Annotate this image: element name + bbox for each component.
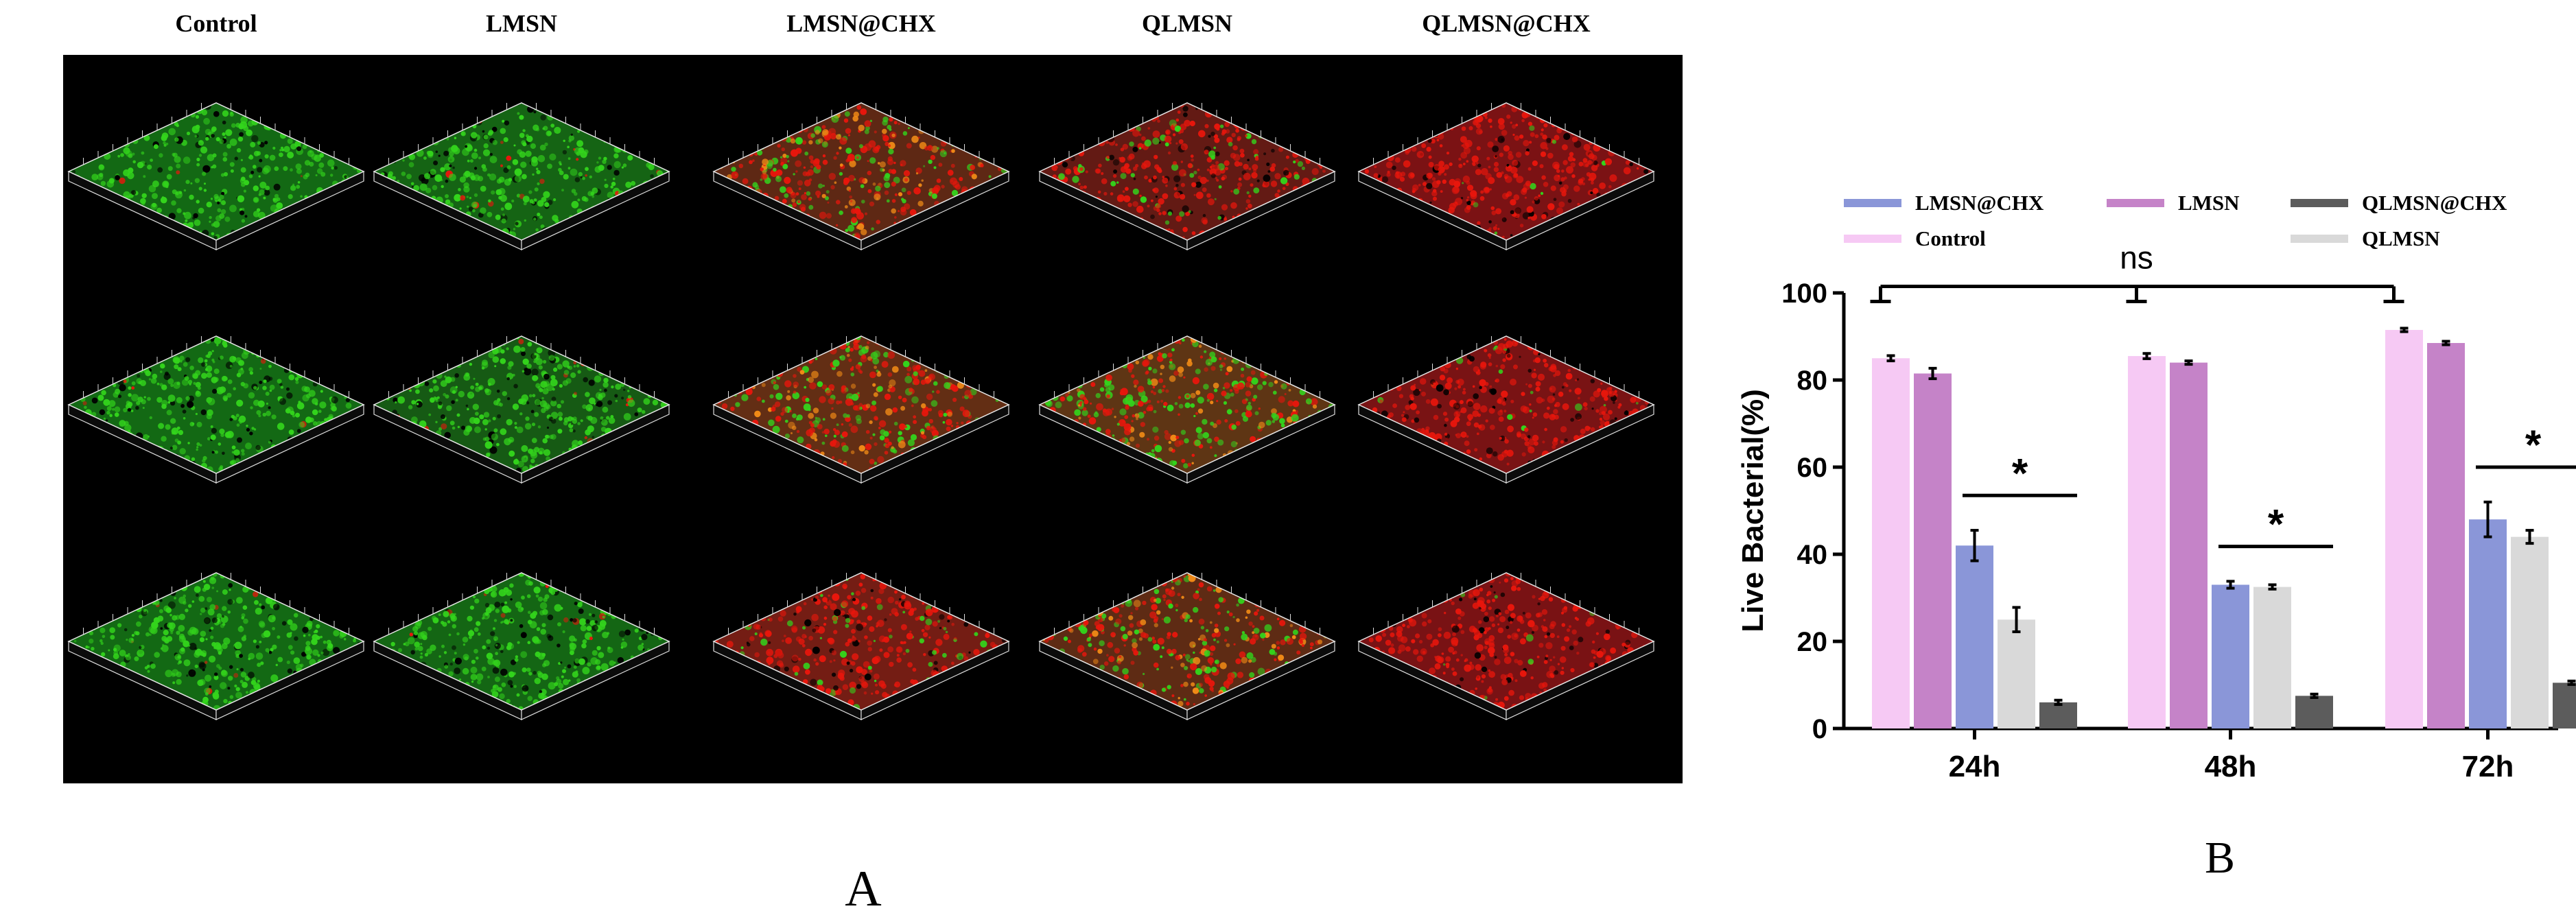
biofilm-tile-48h-lmsn bbox=[373, 335, 670, 484]
column-header-control: Control bbox=[175, 10, 257, 37]
panel-b-label: B bbox=[2205, 833, 2235, 883]
legend-label-lmsn: LMSN bbox=[2178, 191, 2240, 215]
significance-star: * bbox=[2525, 422, 2542, 468]
row-header-48h: 48h bbox=[19, 362, 47, 400]
legend-swatch-control bbox=[1844, 235, 1901, 243]
legend-label-qlmsn: QLMSN bbox=[2362, 226, 2440, 250]
column-header-qlmsn: QLMSN bbox=[1142, 10, 1232, 37]
biofilm-tile-12h-lmsn-chx bbox=[712, 102, 1010, 250]
column-header-lmsn-chx: LMSN@CHX bbox=[786, 10, 936, 37]
row-header-72h: 72h bbox=[19, 598, 47, 637]
legend-swatch-lmsn-chx bbox=[1844, 199, 1901, 207]
bar-qlmsn-chx-48h bbox=[2295, 696, 2333, 728]
x-tick-label-24h: 24h bbox=[1949, 750, 2001, 783]
y-tick-label: 20 bbox=[1797, 627, 1828, 657]
bar-control-72h bbox=[2385, 329, 2423, 729]
legend-swatch-qlmsn bbox=[2291, 235, 2348, 243]
legend-swatch-qlmsn-chx bbox=[2291, 199, 2348, 207]
significance-star: * bbox=[2012, 450, 2028, 496]
bar-lmsn-48h bbox=[2170, 362, 2208, 728]
bar-qlmsn-chx-24h bbox=[2039, 702, 2077, 728]
panel-a-microscopy-grid: Control LMSN LMSN@CHX QLMSN QLMSN@CHX 12h 48h… bbox=[19, 10, 1683, 917]
bar-control-48h bbox=[2128, 356, 2166, 728]
legend-label-lmsn-chx: LMSN@CHX bbox=[1915, 191, 2044, 215]
bar-qlmsn-72h bbox=[2511, 536, 2549, 728]
y-tick-label: 40 bbox=[1797, 540, 1828, 570]
biofilm-tile-72h-lmsn bbox=[373, 572, 670, 720]
column-header-lmsn: LMSN bbox=[486, 10, 557, 37]
panel-a-label: A bbox=[845, 861, 881, 917]
x-tick-label-48h: 48h bbox=[2205, 750, 2257, 783]
column-header-qlmsn-chx: QLMSN@CHX bbox=[1422, 10, 1591, 37]
bar-lmsn-chx-24h bbox=[1956, 545, 1993, 728]
x-tick-label-72h: 72h bbox=[2462, 750, 2514, 783]
panel-b-bar-chart: LMSN@CHX LMSN QLMSN@CHX Control QLMSN 0 20 40 6… bbox=[1702, 0, 2576, 924]
y-axis-label: Live Bacterial(%) bbox=[1736, 389, 1770, 632]
bar-qlmsn-chx-72h bbox=[2553, 683, 2576, 728]
bar-control-24h bbox=[1872, 358, 1910, 728]
biofilm-tile-48h-qlmsn-chx bbox=[1357, 335, 1655, 484]
y-tick-label: 100 bbox=[1781, 279, 1827, 309]
row-header-12h: 12h bbox=[19, 128, 47, 167]
significance-star: * bbox=[2268, 501, 2284, 547]
bar-lmsn-72h bbox=[2427, 343, 2465, 728]
biofilm-tile-48h-qlmsn bbox=[1038, 335, 1336, 484]
bar-qlmsn-24h bbox=[1998, 619, 2035, 728]
y-tick-label: 80 bbox=[1797, 366, 1828, 396]
bar-lmsn-24h bbox=[1914, 373, 1952, 728]
legend-label-qlmsn-chx: QLMSN@CHX bbox=[2362, 191, 2507, 215]
legend-swatch-lmsn bbox=[2107, 199, 2164, 207]
y-tick-label: 60 bbox=[1797, 453, 1828, 483]
y-tick-label: 0 bbox=[1812, 714, 1827, 744]
bar-qlmsn-48h bbox=[2253, 587, 2291, 728]
bar-lmsn-chx-48h bbox=[2212, 584, 2249, 728]
ns-label: ns bbox=[2120, 239, 2153, 275]
microscopy-figure: Control LMSN LMSN@CHX QLMSN QLMSN@CHX 12h 48h… bbox=[19, 10, 1683, 917]
bar-lmsn-chx-72h bbox=[2469, 519, 2507, 728]
legend-label-control: Control bbox=[1915, 226, 1986, 250]
bar-chart: LMSN@CHX LMSN QLMSN@CHX Control QLMSN 0 20 40 6… bbox=[1736, 191, 2576, 883]
